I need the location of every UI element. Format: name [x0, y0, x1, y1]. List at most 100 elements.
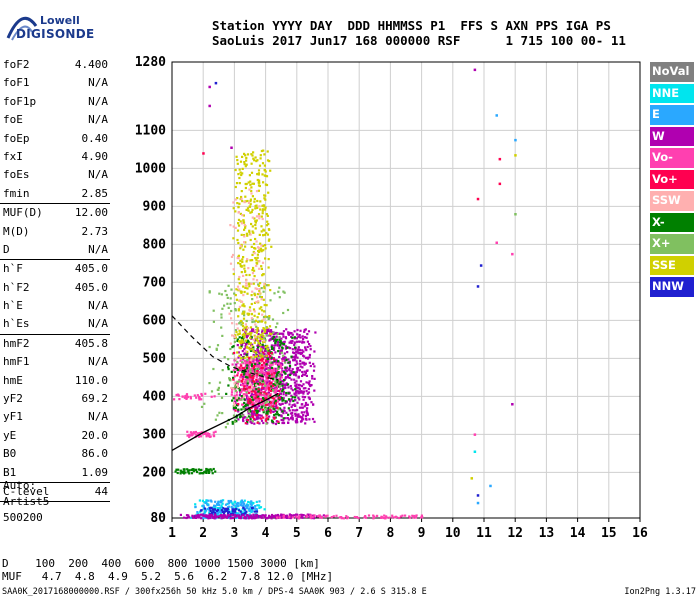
echo-point	[203, 432, 206, 435]
echo-point	[249, 233, 252, 236]
echo-point	[210, 395, 213, 398]
echo-point	[200, 394, 204, 397]
echo-point	[236, 162, 239, 165]
echo-point	[239, 160, 243, 163]
echo-point	[266, 417, 269, 420]
echo-point	[306, 403, 309, 406]
echo-point	[214, 514, 217, 517]
echo-point	[239, 375, 242, 378]
echo-point	[272, 348, 276, 351]
param-name: h`Es	[3, 317, 30, 331]
echo-point	[245, 391, 248, 394]
echo-point	[263, 169, 266, 172]
echo-point	[288, 513, 291, 516]
echo-point	[303, 363, 306, 366]
echo-point	[269, 387, 272, 390]
echo-point	[262, 401, 265, 404]
echo-point	[231, 510, 234, 513]
param-row: foF1p N/A	[0, 93, 110, 111]
echo-point	[297, 375, 300, 378]
echo-point	[212, 434, 215, 437]
echo-point	[234, 226, 237, 229]
echo-point	[285, 370, 288, 373]
echo-point	[203, 514, 206, 517]
echo-point	[270, 366, 274, 369]
echo-point	[235, 323, 238, 326]
echo-point	[197, 512, 200, 515]
echo-point	[257, 342, 260, 345]
echo-point	[233, 370, 236, 374]
echo-point	[265, 334, 269, 337]
echo-point	[277, 365, 280, 368]
echo-point	[256, 199, 259, 203]
echo-point	[282, 311, 285, 315]
echo-point	[253, 334, 256, 337]
echo-point	[309, 514, 312, 517]
echo-point	[253, 159, 256, 162]
echo-point	[305, 381, 308, 384]
echo-point	[251, 330, 254, 333]
echo-point	[232, 345, 235, 348]
param-row: B1 1.09	[0, 464, 110, 482]
echo-point	[295, 394, 298, 397]
legend-item: X-	[650, 212, 694, 232]
echo-point	[299, 391, 302, 394]
echo-point	[217, 503, 221, 506]
echo-point	[272, 383, 275, 386]
echo-point	[294, 404, 297, 407]
echo-point	[273, 358, 276, 361]
echo-point	[249, 211, 252, 214]
echo-point	[262, 411, 265, 414]
echo-point	[267, 284, 270, 287]
echo-point	[264, 208, 267, 211]
echo-point	[274, 344, 277, 347]
echo-point	[241, 172, 244, 175]
echo-point	[250, 210, 253, 214]
echo-point	[289, 340, 292, 343]
echo-point	[222, 515, 225, 518]
echo-point	[282, 390, 285, 394]
echo-point	[254, 335, 257, 338]
echo-point	[233, 382, 236, 385]
echo-point	[237, 515, 240, 518]
echo-point	[292, 399, 295, 403]
echo-point	[240, 197, 243, 200]
echo-point	[238, 354, 241, 357]
echo-point	[249, 342, 252, 345]
echo-point	[253, 422, 256, 425]
echo-point	[237, 222, 240, 225]
echo-point	[203, 501, 206, 504]
echo-point	[248, 273, 251, 277]
echo-point	[286, 308, 290, 312]
echo-point	[193, 432, 196, 435]
echo-point	[243, 326, 246, 329]
echo-point	[300, 390, 303, 393]
echo-point	[243, 508, 246, 511]
echo-point	[234, 389, 237, 392]
echo-point	[261, 383, 264, 386]
echo-point	[301, 335, 304, 338]
echo-point	[259, 295, 262, 298]
echo-point	[255, 384, 258, 387]
echo-point	[218, 381, 222, 384]
echo-point	[280, 418, 283, 422]
echo-point	[303, 405, 306, 408]
echo-point	[231, 346, 234, 349]
echo-point	[252, 396, 256, 399]
echo-point	[261, 204, 264, 207]
echo-point	[262, 381, 265, 384]
echo-point	[246, 422, 249, 425]
echo-point	[266, 220, 269, 223]
echo-point	[267, 395, 270, 398]
echo-point	[308, 353, 311, 357]
echo-point	[233, 336, 236, 339]
echo-point	[191, 468, 195, 471]
echo-point	[257, 367, 260, 371]
echo-point	[259, 347, 263, 350]
echo-point	[260, 267, 263, 270]
echo-point	[242, 248, 245, 251]
echo-point	[237, 408, 240, 411]
echo-point	[252, 417, 256, 420]
echo-point	[264, 515, 267, 518]
echo-point	[311, 375, 314, 378]
